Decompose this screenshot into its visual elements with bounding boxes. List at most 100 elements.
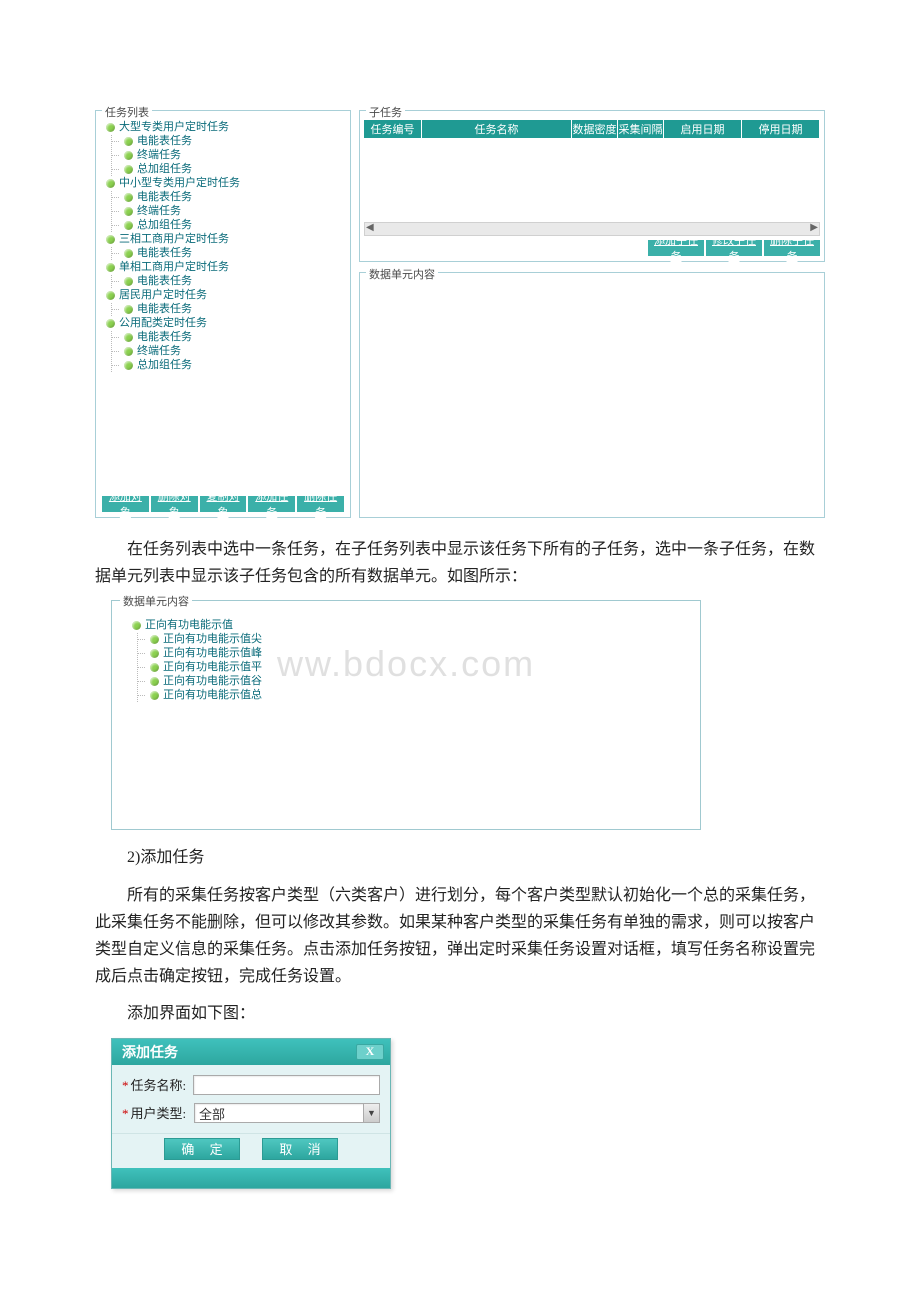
user-type-label: *用户类型: xyxy=(122,1103,194,1122)
tree-node[interactable]: 总加组任务 xyxy=(106,163,344,176)
tree-connector xyxy=(106,303,124,316)
tree-connector xyxy=(106,275,124,288)
bullet-icon xyxy=(106,291,115,300)
ok-button[interactable]: 确 定 xyxy=(164,1138,240,1160)
tree-node[interactable]: 单相工商用户定时任务 xyxy=(106,261,344,274)
tree-node-label: 电能表任务 xyxy=(137,135,192,148)
task-button-row: 添加对象删除对象复制对象添加任务删除任务 xyxy=(102,496,344,512)
tree-node[interactable]: 终端任务 xyxy=(106,345,344,358)
bullet-icon xyxy=(124,361,133,370)
bullet-icon xyxy=(150,635,159,644)
tree-node[interactable]: 电能表任务 xyxy=(106,275,344,288)
task-list-panel: 任务列表 大型专类用户定时任务电能表任务终端任务总加组任务中小型专类用户定时任务… xyxy=(95,110,351,518)
col-task-no: 任务编号 xyxy=(364,120,422,138)
tree-node[interactable]: 终端任务 xyxy=(106,205,344,218)
bullet-icon xyxy=(124,305,133,314)
bullet-icon xyxy=(124,277,133,286)
tree-node[interactable]: 居民用户定时任务 xyxy=(106,289,344,302)
tree-connector xyxy=(132,633,150,646)
tree-node[interactable]: 电能表任务 xyxy=(106,135,344,148)
bullet-icon xyxy=(124,165,133,174)
col-start-date: 启用日期 xyxy=(664,120,742,138)
tree-node[interactable]: 大型专类用户定时任务 xyxy=(106,121,344,134)
data-unit-tree: 正向有功电能示值正向有功电能示值尖正向有功电能示值峰正向有功电能示值平正向有功电… xyxy=(122,609,700,707)
bullet-icon xyxy=(106,179,115,188)
dialog-footer xyxy=(112,1168,390,1188)
tree-node-label: 三相工商用户定时任务 xyxy=(119,233,229,246)
user-type-row: *用户类型: 全部 ▼ xyxy=(122,1103,380,1123)
paragraph-1: 在任务列表中选中一条任务，在子任务列表中显示该任务下所有的子任务，选中一条子任务… xyxy=(95,536,825,590)
bullet-icon xyxy=(124,151,133,160)
tree-node-label: 居民用户定时任务 xyxy=(119,289,207,302)
right-panels: 子任务 任务编号 任务名称 数据密度 采集间隔 启用日期 停用日期 添加子任务修… xyxy=(359,110,825,518)
top-panels: 任务列表 大型专类用户定时任务电能表任务终端任务总加组任务中小型专类用户定时任务… xyxy=(95,110,825,518)
col-task-name: 任务名称 xyxy=(422,120,572,138)
bullet-icon xyxy=(124,193,133,202)
data-unit-panel: 数据单元内容 xyxy=(359,272,825,518)
tree-node[interactable]: 正向有功电能示值总 xyxy=(132,689,694,702)
tree-node[interactable]: 正向有功电能示值尖 xyxy=(132,633,694,646)
tree-node[interactable]: 正向有功电能示值峰 xyxy=(132,647,694,660)
tree-node[interactable]: 电能表任务 xyxy=(106,247,344,260)
tree-node[interactable]: 正向有功电能示值 xyxy=(132,619,694,632)
tree-node-label: 公用配类定时任务 xyxy=(119,317,207,330)
action-button[interactable]: 复制对象 xyxy=(200,496,247,512)
close-icon[interactable]: X xyxy=(356,1044,384,1060)
col-interval: 采集间隔 xyxy=(618,120,664,138)
tree-node-label: 总加组任务 xyxy=(137,163,192,176)
dialog-button-row: 确 定 取 消 xyxy=(112,1133,390,1168)
action-button[interactable]: 删除任务 xyxy=(297,496,344,512)
bullet-icon xyxy=(124,221,133,230)
tree-node-label: 终端任务 xyxy=(137,205,181,218)
tree-node[interactable]: 中小型专类用户定时任务 xyxy=(106,177,344,190)
tree-connector xyxy=(132,675,150,688)
col-stop-date: 停用日期 xyxy=(742,120,820,138)
subtask-header: 任务编号 任务名称 数据密度 采集间隔 启用日期 停用日期 xyxy=(364,120,820,138)
horizontal-scrollbar[interactable] xyxy=(364,222,820,236)
tree-node[interactable]: 公用配类定时任务 xyxy=(106,317,344,330)
bullet-icon xyxy=(150,691,159,700)
tree-node[interactable]: 电能表任务 xyxy=(106,331,344,344)
heading-add-task: 2)添加任务 xyxy=(95,844,825,871)
tree-node[interactable]: 电能表任务 xyxy=(106,303,344,316)
tree-node-label: 终端任务 xyxy=(137,149,181,162)
tree-node[interactable]: 终端任务 xyxy=(106,149,344,162)
tree-node-label: 大型专类用户定时任务 xyxy=(119,121,229,134)
tree-node[interactable]: 总加组任务 xyxy=(106,219,344,232)
tree-node[interactable]: 总加组任务 xyxy=(106,359,344,372)
bullet-icon xyxy=(150,663,159,672)
tree-node-label: 正向有功电能示值 xyxy=(145,619,233,632)
tree-node-label: 正向有功电能示值尖 xyxy=(163,633,262,646)
subtask-panel: 子任务 任务编号 任务名称 数据密度 采集间隔 启用日期 停用日期 添加子任务修… xyxy=(359,110,825,262)
tree-connector xyxy=(132,647,150,660)
tree-node[interactable]: 正向有功电能示值谷 xyxy=(132,675,694,688)
tree-connector xyxy=(106,331,124,344)
tree-node[interactable]: 三相工商用户定时任务 xyxy=(106,233,344,246)
tree-node[interactable]: 电能表任务 xyxy=(106,191,344,204)
dialog-title-text: 添加任务 xyxy=(122,1042,178,1062)
action-button[interactable]: 删除对象 xyxy=(151,496,198,512)
action-button[interactable]: 修改子任务 xyxy=(706,240,762,256)
tree-node-label: 电能表任务 xyxy=(137,247,192,260)
action-button[interactable]: 添加子任务 xyxy=(648,240,704,256)
tree-node-label: 正向有功电能示值峰 xyxy=(163,647,262,660)
tree-connector xyxy=(106,191,124,204)
dialog-titlebar: 添加任务 X xyxy=(112,1039,390,1065)
col-density: 数据密度 xyxy=(572,120,618,138)
bullet-icon xyxy=(124,207,133,216)
task-name-input[interactable] xyxy=(193,1075,380,1095)
action-button[interactable]: 添加任务 xyxy=(248,496,295,512)
tree-connector xyxy=(106,247,124,260)
user-type-value: 全部 xyxy=(194,1103,380,1123)
bullet-icon xyxy=(150,649,159,658)
tree-connector xyxy=(106,135,124,148)
task-name-label: *任务名称: xyxy=(122,1075,193,1094)
tree-connector xyxy=(106,345,124,358)
tree-node-label: 总加组任务 xyxy=(137,219,192,232)
bullet-icon xyxy=(106,235,115,244)
user-type-select[interactable]: 全部 ▼ xyxy=(194,1103,380,1123)
action-button[interactable]: 添加对象 xyxy=(102,496,149,512)
cancel-button[interactable]: 取 消 xyxy=(262,1138,338,1160)
tree-node[interactable]: 正向有功电能示值平 xyxy=(132,661,694,674)
action-button[interactable]: 删除子任务 xyxy=(764,240,820,256)
